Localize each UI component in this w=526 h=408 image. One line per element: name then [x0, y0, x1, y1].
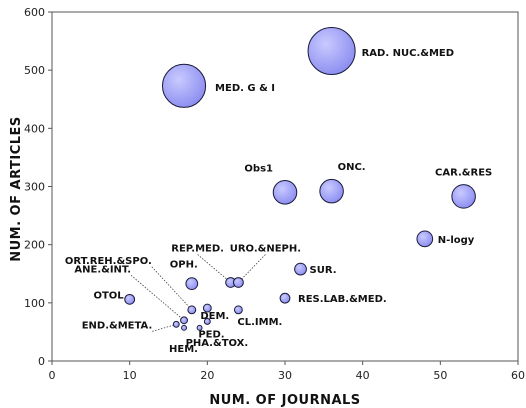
bubble-ane-int [180, 316, 188, 325]
bubble-res-lab-med [279, 292, 291, 304]
bubble-obs1 [272, 180, 298, 205]
x-tick-label: 20 [200, 369, 214, 382]
leader-rep-med [197, 254, 231, 283]
bubble-dem [202, 303, 212, 313]
label-ped: PED. [198, 329, 224, 340]
label-leader-lines [130, 254, 266, 332]
bubble-end-meta [172, 320, 180, 328]
y-tick-label: 400 [24, 122, 45, 135]
bubble-car-res [451, 184, 476, 209]
y-tick-label: 600 [24, 6, 45, 19]
x-tick-label: 40 [356, 369, 370, 382]
x-tick-label: 10 [123, 369, 137, 382]
bubble-n-logy [416, 230, 434, 248]
bubble-otol [124, 293, 136, 305]
point-labels: RAD. NUC.&MED MED. G & I Obs1 ONC. CAR.&RES N… [65, 48, 492, 355]
label-res-lab-med: RES.LAB.&MED. [298, 294, 387, 305]
leader-ane-int [130, 274, 185, 321]
bubble-sur [294, 262, 307, 276]
bubble-ort-reh-spo [187, 305, 197, 315]
bubble-med-g-i [161, 63, 207, 108]
bubble-oph [185, 277, 199, 291]
label-pha-tox: PHA.&TOX. [186, 338, 249, 349]
label-uro-neph: URO.&NEPH. [230, 243, 301, 254]
label-rad-nuc-med: RAD. NUC.&MED [362, 48, 454, 59]
label-car-res: CAR.&RES [435, 167, 492, 178]
x-axis-title: NUM. OF JOURNALS [209, 393, 360, 408]
label-ort-reh-spo: ORT.REH.&SPO. [65, 256, 152, 267]
y-tick-label: 100 [24, 297, 45, 310]
bubble-pha-tox [196, 324, 203, 331]
leader-ort-reh-spo [151, 266, 193, 311]
label-dem: DEM. [200, 311, 229, 322]
bubbles [124, 26, 476, 331]
label-otol: OTOL [93, 290, 124, 301]
bubble-hem [181, 324, 187, 331]
x-tick-label: 30 [278, 369, 292, 382]
y-tick-label: 200 [24, 239, 45, 252]
bubble-cl-imm [233, 305, 243, 315]
label-obs1: Obs1 [244, 163, 273, 174]
label-sur: SUR. [310, 265, 337, 276]
x-tick-label: 60 [511, 369, 525, 382]
bubble-rad-nuc-med [307, 26, 356, 75]
bubble-onc [319, 178, 344, 204]
x-tick-label: 0 [49, 369, 56, 382]
label-cl-imm: CL.IMM. [237, 317, 282, 328]
bubble-ped [203, 318, 211, 325]
label-ane-int: ANE.&INT. [74, 264, 131, 275]
x-tick-label: 50 [433, 369, 447, 382]
leader-uro-neph [238, 254, 266, 283]
y-axis-title: NUM. OF ARTICLES [9, 116, 24, 262]
y-tick-label: 500 [24, 64, 45, 77]
label-oph: OPH. [170, 260, 198, 271]
bubble-uro-neph [233, 277, 244, 288]
label-rep-med: REP.MED. [171, 243, 224, 254]
leader-end-meta [152, 323, 177, 332]
y-tick-label: 0 [38, 355, 45, 368]
label-onc: ONC. [338, 162, 366, 173]
y-tick-label: 300 [24, 181, 45, 194]
label-n-logy: N-logy [438, 235, 475, 246]
label-end-meta: END.&META. [82, 320, 153, 331]
label-med-g-i: MED. G & I [215, 83, 275, 94]
label-hem: HEM. [169, 344, 198, 355]
